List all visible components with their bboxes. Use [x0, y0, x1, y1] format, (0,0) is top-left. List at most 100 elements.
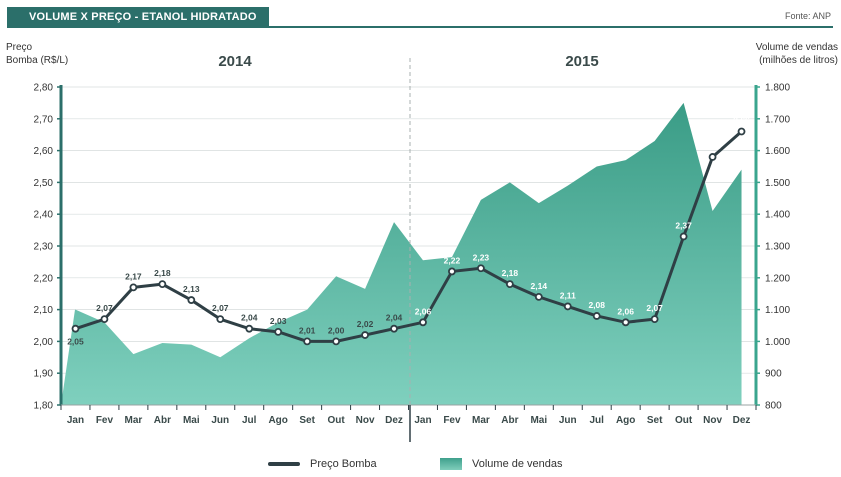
- x-tick-label: Mai: [183, 415, 200, 426]
- left-tick-label: 1,80: [34, 401, 54, 412]
- price-data-label: 2,18: [154, 268, 171, 278]
- price-data-label: 2,37: [675, 220, 692, 230]
- x-tick-label: Jun: [559, 415, 577, 426]
- volume-area: [61, 102, 742, 406]
- x-tick-label: Mai: [530, 415, 547, 426]
- left-tick-label: 2,80: [34, 83, 54, 94]
- right-tick-label: 900: [765, 369, 782, 380]
- price-point: [129, 283, 138, 292]
- right-tick-label: 1.000: [765, 337, 790, 348]
- x-tick-label: Dez: [733, 415, 751, 426]
- x-tick-label: Mar: [124, 415, 142, 426]
- year-label-2015: 2015: [565, 53, 598, 70]
- left-tick-label: 2,70: [34, 114, 54, 125]
- legend-line-swatch: [268, 462, 300, 466]
- price-data-label: 2,18: [502, 268, 519, 278]
- price-point: [448, 267, 456, 276]
- price-data-label: 2,00: [328, 325, 345, 335]
- x-tick-label: Ago: [268, 415, 287, 426]
- price-data-label: 2,11: [560, 290, 576, 300]
- price-data-label: 2,07: [212, 303, 229, 313]
- price-point: [390, 324, 398, 333]
- left-tick-label: 2,30: [34, 242, 54, 253]
- right-tick-label: 1.100: [765, 305, 790, 316]
- price-data-label: 2,06: [617, 306, 634, 316]
- x-tick-label: Jul: [242, 415, 257, 426]
- price-data-label: 2,07: [646, 303, 663, 313]
- right-tick-label: 1.200: [765, 273, 790, 284]
- price-point: [100, 315, 109, 324]
- x-tick-label: Set: [299, 415, 315, 426]
- x-tick-label: Mar: [472, 415, 490, 426]
- price-point: [158, 280, 167, 289]
- price-point: [534, 292, 543, 301]
- legend-item-preco: Preço Bomba: [268, 458, 377, 470]
- price-point: [505, 280, 514, 289]
- left-tick-label: 2,40: [34, 210, 54, 221]
- price-point: [679, 232, 688, 241]
- left-axis-label-1: Preço: [6, 42, 33, 53]
- price-data-label: 2,02: [357, 319, 374, 329]
- right-axis-label-2: (milhões de litros): [759, 55, 838, 66]
- x-tick-label: Nov: [703, 415, 722, 426]
- left-tick-label: 2,60: [34, 146, 54, 157]
- x-tick-label: Abr: [154, 415, 171, 426]
- axes: 1,80 1,90 2,00 2,10 2,20 2,30 2,40 2,50 2,60 2,70…: [34, 58, 790, 442]
- right-tick-label: 1.300: [765, 242, 790, 253]
- price-data-label: 2,03: [270, 316, 287, 326]
- price-point: [737, 127, 746, 136]
- right-tick-label: 1.800: [765, 83, 790, 94]
- price-data-label: 2,04: [386, 313, 403, 323]
- price-data-label: 2,23: [473, 252, 490, 262]
- price-data-label: 2,22: [444, 255, 461, 265]
- price-point: [187, 296, 196, 304]
- price-point: [708, 153, 717, 161]
- price-point: [419, 318, 427, 327]
- price-data-label: 2,66: [733, 116, 750, 126]
- price-point: [361, 331, 369, 339]
- legend-area-swatch: [440, 458, 462, 470]
- x-tick-label: Out: [675, 415, 693, 426]
- x-tick-label: Out: [327, 415, 345, 426]
- chart-title: VOLUME X PREÇO - ETANOL HIDRATADO: [7, 7, 269, 27]
- legend-label-volume: Volume de vendas: [472, 458, 563, 470]
- x-tick-label: Set: [647, 415, 663, 426]
- left-tick-label: 1,90: [34, 369, 54, 380]
- left-tick-label: 2,10: [34, 305, 54, 316]
- price-point: [216, 315, 225, 324]
- year-label-2014: 2014: [218, 53, 252, 70]
- x-tick-label: Jan: [414, 415, 431, 426]
- price-data-label: 2,58: [704, 141, 721, 151]
- price-data-label: 2,14: [531, 281, 548, 291]
- left-tick-label: 2,20: [34, 273, 54, 284]
- right-tick-label: 800: [765, 401, 782, 412]
- right-tick-label: 1.500: [765, 178, 790, 189]
- price-point: [563, 302, 572, 311]
- x-tick-label: Fev: [96, 415, 114, 426]
- x-tick-label: Dez: [385, 415, 403, 426]
- price-data-label: 2,08: [588, 300, 605, 310]
- left-tick-label: 2,50: [34, 178, 54, 189]
- price-data-label: 2,07: [96, 303, 113, 313]
- legend-label-preco: Preço Bomba: [310, 458, 377, 470]
- price-data-label: 2,04: [241, 313, 258, 323]
- price-data-label: 2,01: [299, 325, 316, 335]
- line-series-preco: [71, 127, 746, 346]
- price-point: [303, 337, 312, 346]
- area-series-volume: [61, 102, 742, 406]
- right-tick-label: 1.600: [765, 146, 790, 157]
- x-tick-label: Ago: [616, 415, 635, 426]
- right-tick-label: 1.400: [765, 210, 790, 221]
- legend-item-volume: Volume de vendas: [440, 458, 563, 470]
- price-point: [650, 315, 659, 324]
- right-tick-label: 1.700: [765, 114, 790, 125]
- price-point: [621, 318, 630, 327]
- price-data-label: 2,13: [183, 284, 200, 294]
- price-point: [245, 324, 254, 333]
- price-point: [332, 337, 341, 346]
- x-tick-label: Jul: [590, 415, 605, 426]
- price-line: [75, 130, 743, 343]
- left-axis-label-2: Bomba (R$/L): [6, 55, 68, 66]
- data-labels: 2,05 2,07 2,17 2,18 2,13 2,07 2,04 2,03 2,01 2,00…: [67, 116, 750, 347]
- source-note: Fonte: ANP: [784, 11, 831, 21]
